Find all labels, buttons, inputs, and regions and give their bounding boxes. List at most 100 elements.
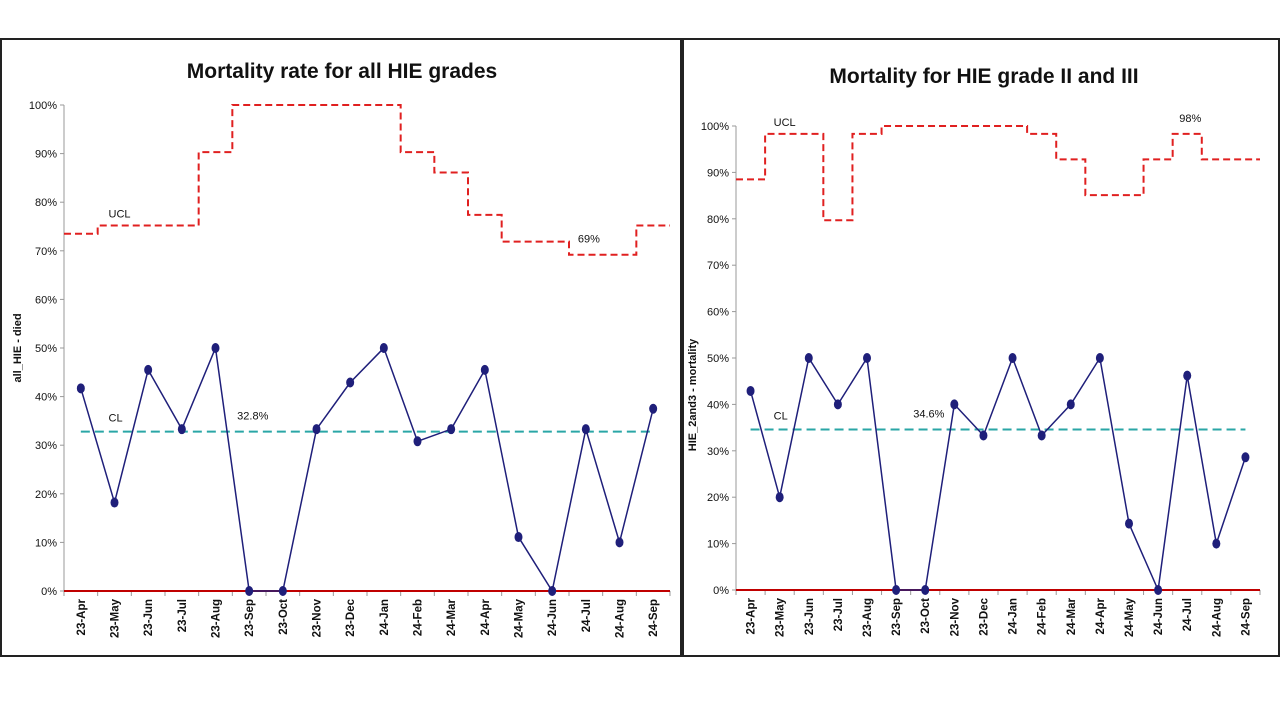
- ucl-line: [64, 104, 670, 256]
- y-tick-label: 30%: [707, 446, 729, 458]
- data-point: [979, 430, 988, 441]
- x-tick-label: 24-Jan: [379, 599, 391, 635]
- data-point: [245, 586, 254, 596]
- chart-hie-grade-2-3: Mortality for HIE grade II and III HIE_2…: [687, 65, 1261, 637]
- y-tick-label: 20%: [35, 489, 57, 501]
- x-tick-label: 23-Sep: [244, 599, 256, 637]
- data-point: [746, 385, 755, 396]
- y-tick-label: 100%: [701, 121, 729, 133]
- ucl-label: UCL: [109, 209, 131, 221]
- data-point: [177, 424, 186, 435]
- data-point: [649, 403, 658, 414]
- data-point: [1212, 538, 1221, 549]
- y-tick-label: 90%: [707, 167, 729, 179]
- x-tick-label: 24-Jul: [581, 599, 593, 632]
- x-tick-label: 23-May: [775, 597, 787, 637]
- y-axis-label: HIE_2and3 - mortality: [687, 338, 699, 451]
- data-point: [413, 436, 422, 447]
- data-point: [1095, 353, 1104, 363]
- chart-all-hie: Mortality rate for all HIE grades all_HI…: [12, 60, 671, 638]
- x-tick-label: 23-Apr: [746, 597, 758, 634]
- y-tick-label: 100%: [29, 100, 57, 112]
- data-point: [921, 585, 930, 595]
- data-point: [1066, 399, 1075, 410]
- x-tick-label: 23-Apr: [76, 598, 88, 635]
- data-point: [548, 586, 557, 596]
- x-tick-label: 23-Oct: [278, 599, 290, 635]
- y-tick-label: 20%: [707, 492, 729, 504]
- x-tick-label: 23-Nov: [949, 597, 961, 636]
- data-point: [1037, 430, 1046, 441]
- chart-panel-all-hie: Mortality rate for all HIE grades all_HI…: [0, 38, 682, 657]
- y-tick-label: 10%: [707, 539, 729, 551]
- chart-title: Mortality for HIE grade II and III: [829, 65, 1138, 88]
- data-point: [346, 377, 355, 388]
- data-point: [144, 364, 153, 375]
- y-tick-label: 60%: [35, 294, 57, 306]
- data-point: [833, 399, 842, 410]
- x-tick-label: 24-Jun: [547, 599, 559, 636]
- data-point: [514, 532, 523, 543]
- x-tick-label: 23-Dec: [978, 597, 990, 635]
- x-tick-label: 24-Aug: [615, 599, 627, 638]
- y-tick-label: 50%: [35, 343, 57, 355]
- x-tick-label: 23-Aug: [862, 598, 874, 637]
- series-line: [749, 355, 1247, 593]
- data-point: [379, 343, 388, 353]
- y-tick-label: 80%: [707, 214, 729, 226]
- x-tick-label: 24-Mar: [1066, 597, 1078, 635]
- chart-panel-hie-grade-2-3: Mortality for HIE grade II and III HIE_2…: [682, 38, 1280, 657]
- x-tick-label: 23-Oct: [920, 598, 932, 634]
- y-tick-label: 80%: [35, 197, 57, 209]
- data-point: [775, 492, 784, 503]
- cl-value-label: 34.6%: [913, 408, 944, 420]
- ucl-value-label: 98%: [1179, 113, 1201, 125]
- cl-label: CL: [774, 410, 788, 422]
- data-point: [1154, 585, 1163, 595]
- data-point: [615, 537, 624, 548]
- data-point: [312, 424, 321, 435]
- x-tick-label: 24-Apr: [1095, 597, 1107, 634]
- cl-value-label: 32.8%: [237, 411, 268, 423]
- x-tick-label: 23-Nov: [312, 598, 324, 637]
- y-tick-label: 50%: [707, 353, 729, 365]
- data-point: [892, 585, 901, 595]
- y-tick-label: 90%: [35, 149, 57, 161]
- x-tick-label: 24-Feb: [413, 599, 425, 636]
- data-point: [863, 353, 871, 363]
- data-point: [76, 383, 85, 394]
- data-point: [447, 424, 456, 435]
- x-tick-label: 24-Aug: [1211, 598, 1223, 637]
- y-tick-label: 70%: [35, 246, 57, 258]
- y-tick-label: 0%: [41, 586, 57, 598]
- x-tick-label: 23-Jul: [833, 598, 845, 631]
- x-tick-label: 24-Jun: [1153, 598, 1165, 635]
- x-tick-label: 23-Sep: [891, 598, 903, 636]
- data-point: [581, 424, 590, 435]
- y-tick-label: 30%: [35, 440, 57, 452]
- data-point: [950, 399, 959, 410]
- y-tick-label: 10%: [35, 537, 57, 549]
- cl-label: CL: [109, 413, 123, 425]
- data-point: [804, 353, 813, 363]
- y-tick-label: 40%: [707, 399, 729, 411]
- data-point: [211, 343, 220, 353]
- x-tick-label: 24-Sep: [648, 599, 660, 637]
- x-tick-label: 23-Jun: [143, 599, 155, 636]
- x-tick-label: 24-Jul: [1182, 598, 1194, 631]
- y-axis-label: all_HIE - died: [12, 313, 24, 382]
- y-tick-label: 40%: [35, 392, 57, 404]
- ucl-line: [736, 125, 1260, 222]
- data-point: [1125, 518, 1133, 529]
- y-tick-label: 0%: [713, 585, 729, 597]
- x-tick-label: 23-Jul: [177, 599, 189, 632]
- data-point: [1183, 370, 1192, 381]
- data-point: [278, 586, 287, 596]
- data-point: [110, 497, 119, 508]
- x-tick-label: 24-May: [514, 598, 526, 638]
- x-tick-label: 23-Jun: [804, 598, 816, 635]
- data-point: [1241, 452, 1250, 463]
- ucl-value-label: 69%: [578, 234, 600, 246]
- x-tick-label: 24-Mar: [446, 598, 458, 636]
- series-line: [80, 345, 654, 593]
